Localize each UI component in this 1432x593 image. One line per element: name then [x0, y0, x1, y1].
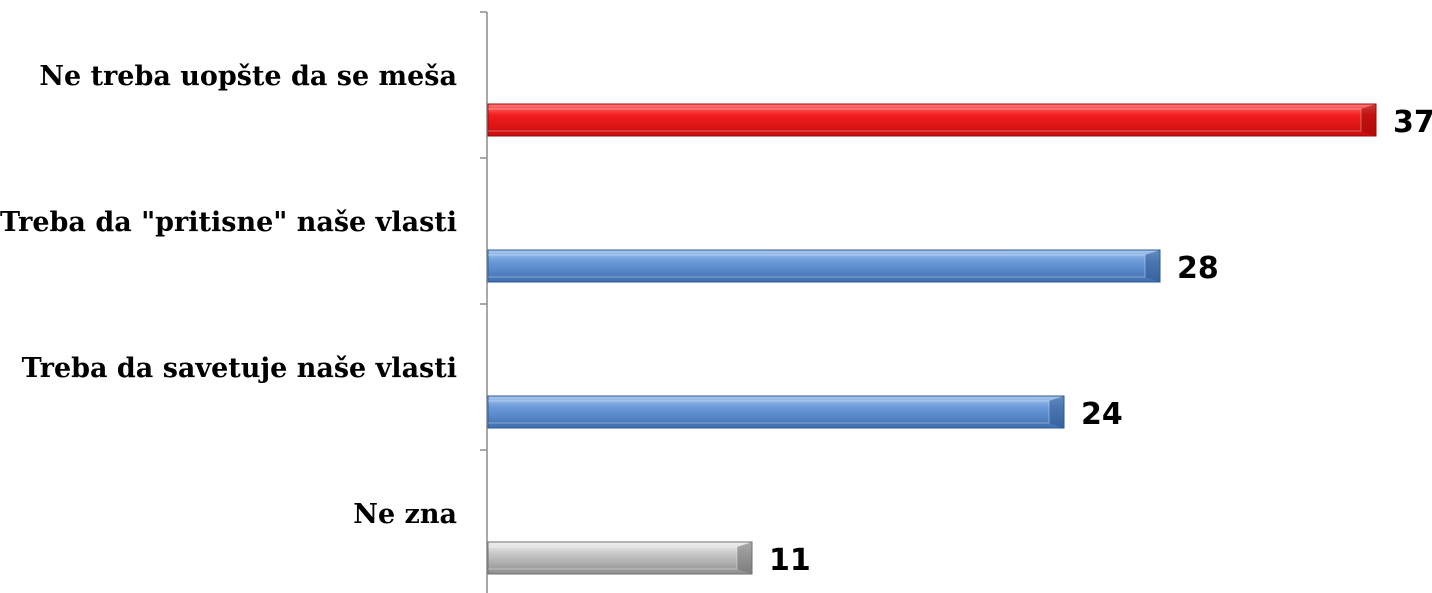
category-label: Treba da "pritisne" naše vlasti	[0, 207, 457, 238]
labels: Ne treba uopšte da se meša 37 Treba da "pr…	[0, 61, 1432, 578]
category-axis	[480, 11, 488, 593]
bars	[487, 103, 1377, 575]
bar-end-cap	[737, 542, 752, 574]
bar	[487, 103, 1377, 137]
value-label: 11	[769, 543, 811, 578]
bar-bevel	[488, 546, 738, 570]
category-label: Ne zna	[353, 499, 457, 530]
category-label: Treba da savetuje naše vlasti	[22, 353, 457, 384]
bar-bevel	[488, 254, 1146, 278]
value-label: 28	[1177, 251, 1219, 286]
bar-bevel	[488, 400, 1050, 424]
value-label: 24	[1081, 397, 1123, 432]
bar-end-cap	[1361, 104, 1376, 136]
category-label: Ne treba uopšte da se meša	[39, 61, 457, 92]
bar-bevel	[488, 108, 1362, 132]
bar-end-cap	[1049, 396, 1064, 428]
bar-end-cap	[1145, 250, 1160, 282]
bar	[487, 395, 1065, 429]
value-label: 37	[1393, 105, 1432, 140]
